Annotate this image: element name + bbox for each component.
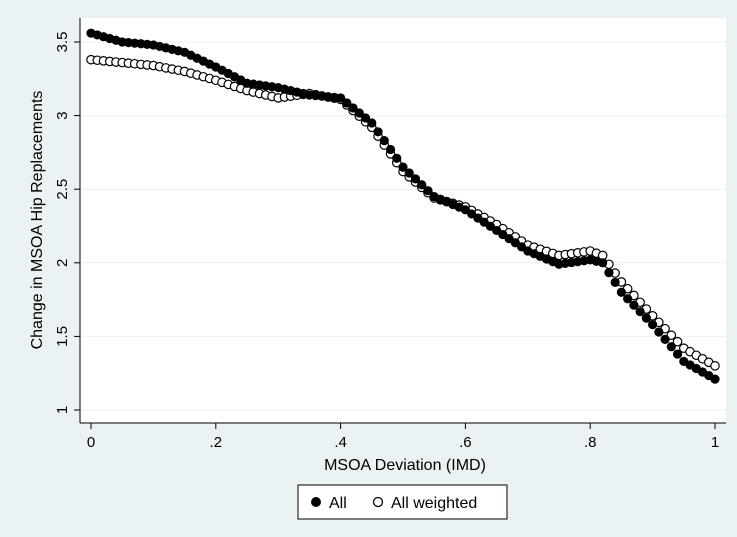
data-point — [354, 108, 364, 118]
data-point — [635, 307, 645, 317]
data-point — [373, 127, 383, 137]
data-point — [641, 313, 651, 323]
legend-label-all-weighted: All weighted — [391, 495, 477, 512]
data-point — [710, 361, 720, 371]
y-tick-label: 2.5 — [54, 179, 71, 200]
data-point — [392, 153, 402, 163]
data-point — [672, 349, 683, 359]
data-point — [666, 342, 676, 352]
x-tick-label: 0 — [87, 434, 95, 451]
legend-marker-all-weighted — [372, 496, 384, 508]
x-tick-label: .8 — [584, 434, 597, 451]
data-point — [604, 268, 614, 278]
data-point — [385, 144, 396, 155]
x-tick-label: .2 — [210, 434, 223, 451]
data-point — [616, 287, 627, 297]
data-point — [410, 174, 421, 184]
y-tick-label: 3.5 — [54, 32, 71, 53]
data-point — [348, 103, 358, 113]
data-point — [423, 186, 433, 196]
y-tick-label: 1 — [54, 406, 71, 414]
y-tick-label: 1.5 — [54, 326, 71, 347]
data-point — [342, 98, 352, 108]
y-axis-title: Change in MSOA Hip Replacements — [29, 91, 46, 350]
data-point — [610, 277, 620, 288]
ticks: 1 1.5 2 2.5 3 3.5 0 .2 .4 .6 .8 1 — [54, 32, 719, 451]
data-point — [648, 320, 658, 330]
data-point — [598, 258, 608, 268]
x-tick-label: .6 — [459, 434, 472, 451]
data-point — [660, 334, 670, 344]
data-point — [710, 374, 720, 384]
data-point — [398, 162, 408, 172]
data-point — [360, 113, 371, 123]
y-tick-label: 2 — [54, 259, 71, 267]
plot-area — [80, 18, 726, 423]
data-point — [404, 168, 414, 178]
y-tick-label: 3 — [54, 111, 71, 119]
data-point — [623, 294, 633, 304]
x-tick-label: .4 — [334, 434, 347, 451]
data-point — [417, 180, 427, 190]
legend-marker-all — [311, 497, 321, 507]
legend: All All weighted — [297, 484, 508, 520]
series-all — [86, 28, 720, 384]
legend-box — [297, 484, 508, 520]
data-point — [654, 327, 664, 337]
data-point — [672, 336, 683, 347]
x-axis-title: MSOA Deviation (IMD) — [324, 457, 486, 474]
gridlines — [80, 41, 726, 411]
data-point — [367, 118, 377, 128]
legend-label-all: All — [329, 495, 347, 512]
data-points — [86, 28, 720, 384]
x-tick-label: 1 — [711, 434, 719, 451]
data-point — [336, 93, 346, 103]
data-point — [629, 300, 639, 310]
data-point — [379, 136, 389, 146]
